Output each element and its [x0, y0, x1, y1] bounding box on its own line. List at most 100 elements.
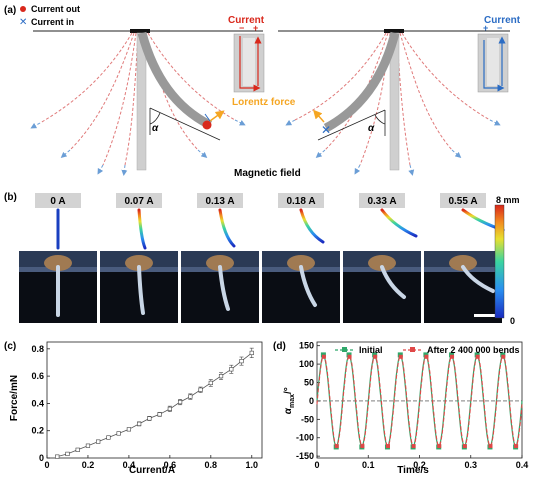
panel-a-label: (a) [4, 5, 16, 16]
colorbar-min-label: 0 [510, 316, 515, 326]
simulated-beam [299, 208, 325, 244]
current-out-dot-icon [20, 6, 26, 12]
colorbar [494, 204, 505, 319]
photo-clamp [287, 255, 315, 271]
after-marker [321, 354, 326, 359]
scale-bar [474, 314, 496, 317]
data-point [157, 412, 162, 417]
after-marker [475, 354, 480, 359]
photo-clamp [44, 255, 72, 271]
y-tick-label: 0.6 [31, 371, 44, 381]
data-point [177, 399, 183, 405]
current-title-right: Current [484, 15, 521, 26]
x-tick-label: 0.2 [82, 460, 95, 470]
field-arrows-right [285, 119, 501, 176]
after-marker [437, 444, 442, 449]
colorbar-max-label: 8 mm [496, 195, 520, 205]
legend-after-marker [410, 347, 415, 352]
photo-clamp [368, 255, 396, 271]
data-point [75, 447, 80, 452]
x-tick-label: 0 [44, 460, 49, 470]
photo-beam [461, 265, 495, 293]
x-tick-label: 1.0 [246, 460, 259, 470]
after-marker [514, 444, 519, 449]
lorentz-force-label: Lorentz force [232, 97, 296, 108]
current-box-left-inner [243, 38, 255, 86]
y-tick-label: 0.4 [31, 398, 44, 408]
data-point [188, 394, 193, 399]
panel-b: (b) 0 A 0.07 A 0.13 A 0.18 A 0.33 A 0.55 A 8 … [4, 192, 520, 326]
current-label-box [278, 193, 324, 208]
after-marker [501, 354, 506, 359]
legend-initial-text: Initial [359, 345, 383, 355]
clamp-left [130, 29, 150, 33]
small-blue-arrow-left [204, 113, 211, 122]
current-box-right-inner [487, 38, 499, 86]
y-tick-label: -100 [296, 433, 314, 443]
photo-beam [137, 265, 145, 315]
y-tick-label: 100 [299, 359, 314, 369]
data-point [167, 406, 172, 411]
photo-clamp [449, 255, 477, 271]
current-minus-right: − [497, 23, 502, 33]
data-point [96, 439, 101, 444]
current-label-box [116, 193, 162, 208]
current-path-right-a [483, 40, 505, 92]
after-marker [385, 444, 390, 449]
data-point [116, 431, 121, 436]
current-in-cross-icon: ✕ [19, 17, 27, 28]
simulated-beam [137, 208, 147, 250]
angle-line-right [317, 109, 386, 141]
panel-b-label: (b) [4, 192, 17, 203]
panel-d-xlabel: Time/s [397, 465, 429, 476]
y-tick-label: -150 [296, 451, 314, 461]
current-minus-left: − [239, 23, 244, 33]
photo-beam [299, 265, 317, 307]
data-point [65, 451, 70, 457]
after-marker [373, 354, 378, 359]
bent-beam-right [323, 31, 400, 132]
y-tick-label: -50 [301, 414, 314, 424]
data-point [218, 374, 224, 379]
current-label-box [440, 193, 486, 208]
panel-d: (d) 0 0.1 0.2 0.3 0.4 150 100 50 0 -50 -100 -150 Ti… [273, 341, 528, 476]
after-marker [488, 444, 493, 449]
after-marker [360, 444, 365, 449]
photo-beam [218, 265, 230, 311]
magnetic-field-label: Magnetic field [234, 168, 301, 179]
after-marker [424, 354, 429, 359]
data-point [55, 454, 60, 459]
after-marker [411, 444, 416, 449]
angle-arc-left [149, 112, 161, 125]
after-marker [462, 444, 467, 449]
x-tick-label: 0.1 [362, 460, 375, 470]
data-point [137, 421, 142, 426]
after-marker [398, 354, 403, 359]
data-point [208, 380, 213, 386]
panel-c-label: (c) [4, 341, 16, 352]
data-point [147, 416, 152, 421]
x-tick-label: 0.8 [205, 460, 218, 470]
force-line [57, 352, 253, 457]
panel-d-ylabel: α max /° [283, 387, 296, 414]
y-tick-label: 0 [39, 453, 44, 463]
photo-clamp [125, 255, 153, 271]
x-tick-label: 0 [314, 460, 319, 470]
panel-d-ylabel-main: α [283, 407, 294, 414]
data-point [106, 435, 111, 440]
y-tick-label: 150 [299, 341, 314, 351]
current-path-left-a [239, 36, 261, 92]
current-label: 0.07 A [124, 196, 153, 207]
data-point [126, 427, 132, 432]
simulated-beam [218, 208, 236, 248]
current-label-box [359, 193, 405, 208]
panel-c-ylabel: Force/mN [9, 375, 20, 421]
current-label: 0.33 A [367, 196, 396, 207]
alpha-right: α [368, 123, 375, 134]
simulated-beam [380, 208, 418, 238]
alpha-left: α [152, 123, 159, 134]
after-marker [347, 354, 352, 359]
angle-line-left [149, 107, 221, 141]
rod-vertical-left [136, 32, 147, 171]
